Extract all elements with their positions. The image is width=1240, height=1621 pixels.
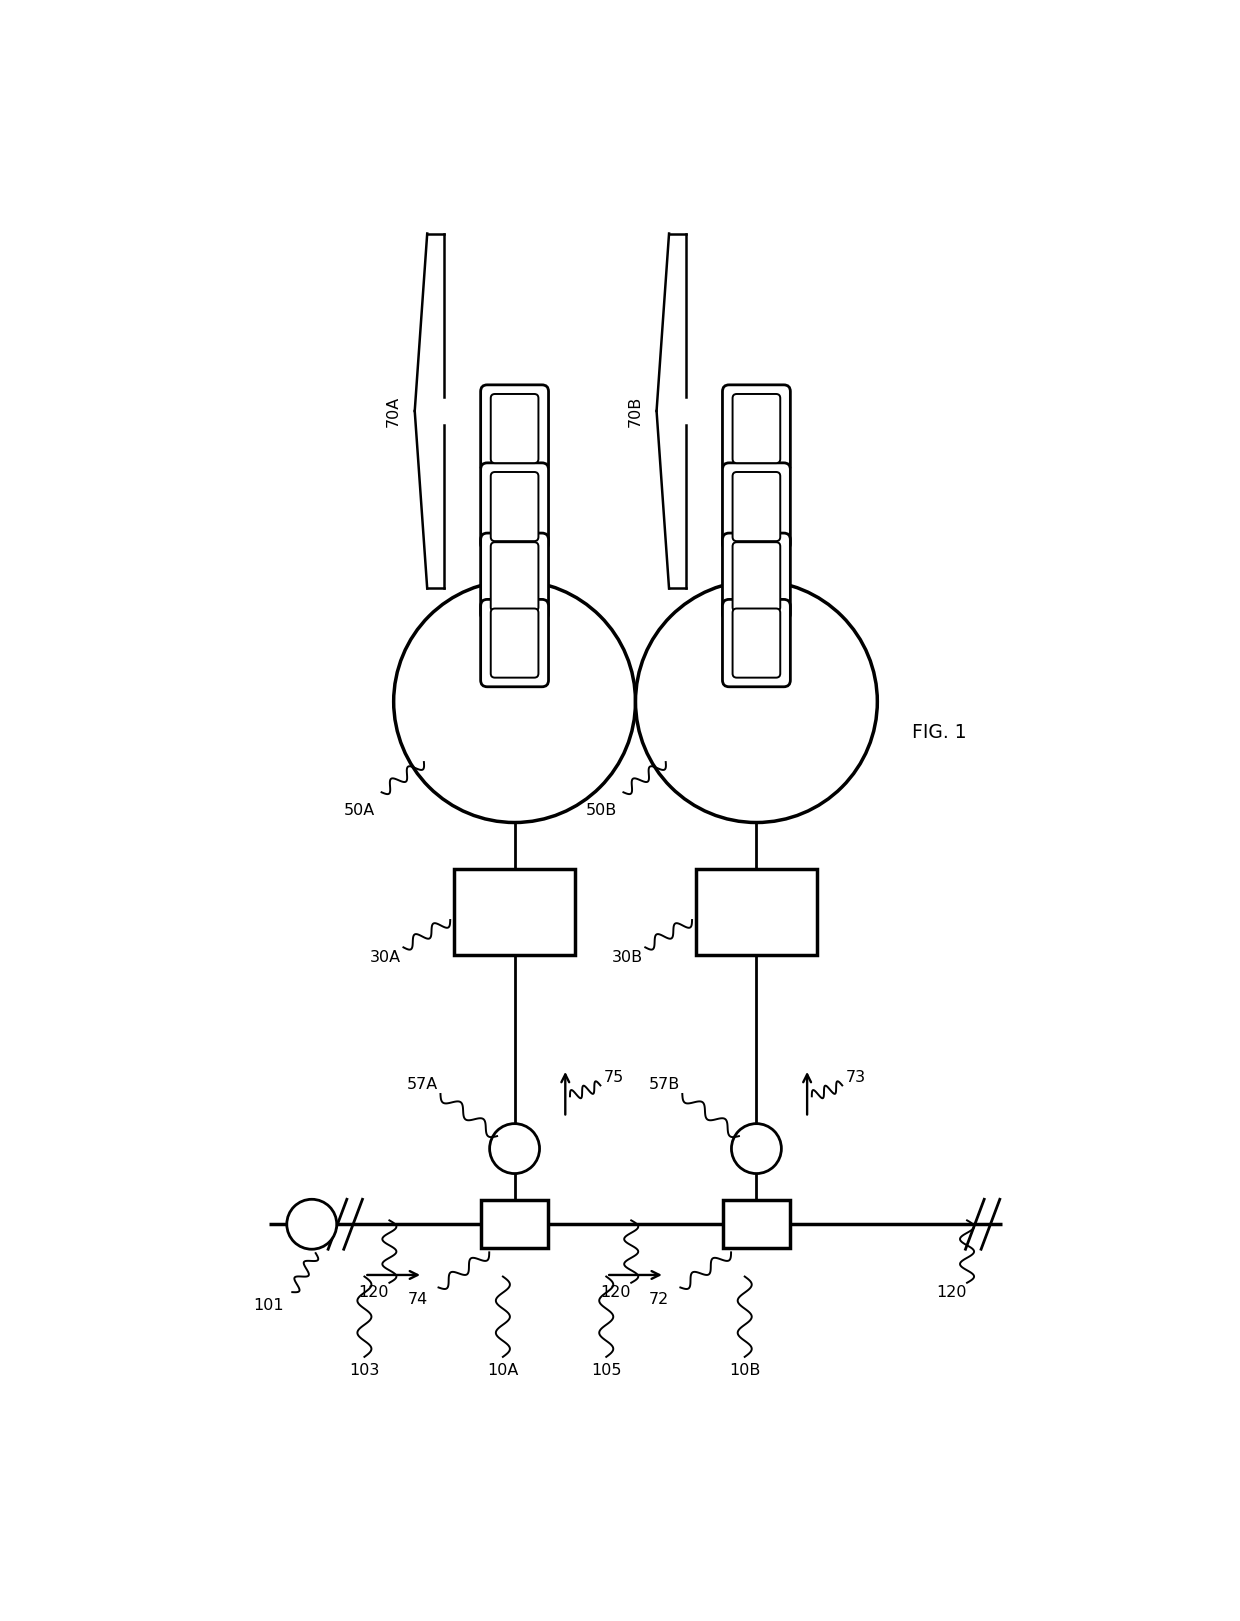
Text: 57A: 57A [407, 1076, 438, 1093]
Text: FIG. 1: FIG. 1 [913, 723, 967, 742]
Bar [696, 869, 817, 955]
Text: 70B: 70B [627, 396, 644, 426]
Circle shape [636, 580, 878, 822]
FancyBboxPatch shape [481, 384, 548, 472]
FancyBboxPatch shape [723, 533, 790, 621]
FancyBboxPatch shape [491, 608, 538, 678]
Text: 10B: 10B [729, 1363, 760, 1378]
FancyBboxPatch shape [723, 464, 790, 550]
FancyBboxPatch shape [491, 472, 538, 541]
Bar [481, 1200, 548, 1248]
FancyBboxPatch shape [733, 394, 780, 464]
FancyBboxPatch shape [733, 541, 780, 611]
Circle shape [286, 1200, 337, 1250]
FancyBboxPatch shape [481, 533, 548, 621]
Text: 101: 101 [253, 1298, 284, 1313]
Text: 105: 105 [591, 1363, 621, 1378]
Text: 50B: 50B [587, 802, 618, 819]
Bar [454, 869, 575, 955]
Text: 120: 120 [600, 1285, 631, 1300]
FancyBboxPatch shape [733, 608, 780, 678]
FancyBboxPatch shape [481, 600, 548, 687]
Text: 30A: 30A [370, 950, 401, 964]
Text: 120: 120 [358, 1285, 389, 1300]
Circle shape [393, 580, 636, 822]
FancyBboxPatch shape [723, 384, 790, 472]
FancyBboxPatch shape [491, 394, 538, 464]
FancyBboxPatch shape [733, 472, 780, 541]
Text: 120: 120 [936, 1285, 967, 1300]
Text: 74: 74 [407, 1292, 428, 1307]
Text: 72: 72 [650, 1292, 670, 1307]
Text: 30B: 30B [611, 950, 642, 964]
Text: 73: 73 [846, 1070, 866, 1084]
Text: 75: 75 [604, 1070, 624, 1084]
FancyBboxPatch shape [481, 464, 548, 550]
FancyBboxPatch shape [723, 600, 790, 687]
Circle shape [490, 1123, 539, 1174]
Text: 57B: 57B [649, 1076, 680, 1093]
Text: 70A: 70A [386, 396, 402, 426]
FancyBboxPatch shape [491, 541, 538, 611]
Text: 50A: 50A [345, 802, 376, 819]
Text: 103: 103 [350, 1363, 379, 1378]
Circle shape [732, 1123, 781, 1174]
Bar [723, 1200, 790, 1248]
Text: 10A: 10A [487, 1363, 518, 1378]
